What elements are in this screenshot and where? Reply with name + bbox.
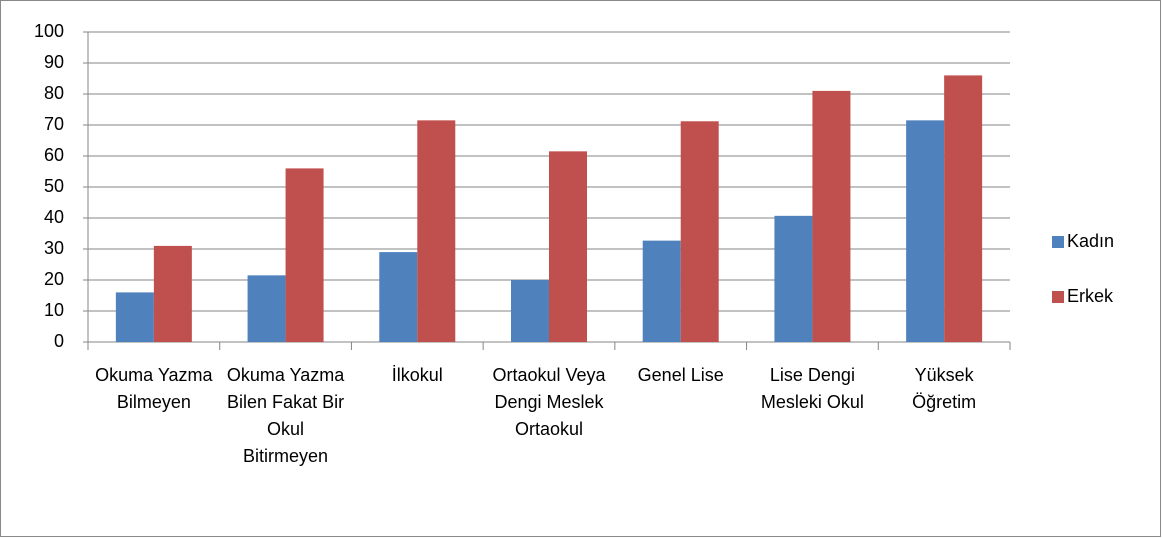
bar	[417, 120, 456, 342]
bar	[511, 280, 549, 342]
bar	[944, 75, 983, 343]
x-tick-label: Okuma Yazma Bilen Fakat Bir Okul Bitirme…	[226, 365, 345, 466]
x-tick-label: Ortaokul Veya Dengi Meslek Ortaokul	[492, 365, 606, 439]
y-tick-label: 40	[44, 207, 64, 227]
bar	[115, 292, 154, 342]
y-tick-label: 100	[34, 21, 64, 41]
y-tick-label: 70	[44, 114, 64, 134]
legend-label: Erkek	[1067, 286, 1114, 306]
legend-swatch	[1052, 236, 1064, 248]
y-tick-label: 80	[44, 83, 64, 103]
bar	[549, 151, 587, 342]
x-tick-label: Okuma Yazma Bilmeyen	[95, 365, 213, 412]
x-tick-label: Lise Dengi Mesleki Okul	[760, 365, 864, 412]
bar	[247, 275, 286, 342]
y-tick-label: 50	[44, 176, 64, 196]
bar	[680, 121, 719, 342]
bar	[153, 245, 192, 342]
bar	[774, 215, 813, 342]
x-tick-label: Yüksek Öğretim	[912, 365, 977, 412]
y-tick-label: 10	[44, 300, 64, 320]
y-tick-label: 30	[44, 238, 64, 258]
y-tick-label: 0	[54, 331, 64, 351]
bar	[379, 252, 418, 342]
legend-label: Kadın	[1067, 231, 1114, 251]
x-tick-label: İlkokul	[391, 365, 443, 385]
bar	[906, 120, 945, 342]
bar	[812, 90, 851, 343]
y-tick-label: 90	[44, 52, 64, 72]
legend-swatch	[1052, 291, 1064, 303]
bar	[642, 240, 681, 342]
bar	[285, 168, 324, 342]
y-tick-label: 20	[44, 269, 64, 289]
y-tick-label: 60	[44, 145, 64, 165]
x-tick-label: Genel Lise	[637, 365, 724, 385]
